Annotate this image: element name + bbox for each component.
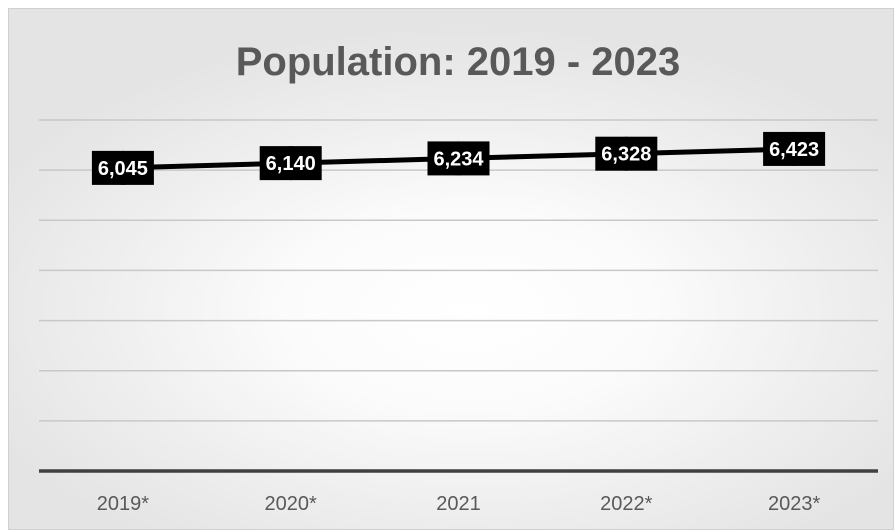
x-tick-label: 2020*	[265, 493, 317, 515]
data-label: 6,140	[266, 153, 316, 175]
data-label-box	[763, 131, 826, 166]
x-tick-label: 2019*	[97, 493, 149, 515]
x-tick-label: 2023*	[768, 493, 820, 515]
x-tick-labels: 2019* 2020* 2021 2022* 2023*	[97, 493, 821, 515]
chart-frame	[8, 8, 894, 530]
data-label: 6,328	[601, 144, 651, 166]
data-label: 6,045	[98, 158, 148, 180]
data-label-box	[91, 150, 154, 185]
data-label-box	[259, 146, 322, 181]
data-label-box	[595, 136, 658, 171]
chart-title: Population: 2019 - 2023	[236, 40, 681, 84]
data-label-box	[427, 141, 490, 176]
data-label: 6,423	[769, 139, 819, 161]
x-tick-label: 2022*	[600, 493, 652, 515]
data-label: 6,234	[433, 148, 484, 170]
x-tick-label: 2021	[436, 493, 481, 515]
series-group: 6,045 6,140 6,234 6,328 6,423	[91, 131, 826, 185]
